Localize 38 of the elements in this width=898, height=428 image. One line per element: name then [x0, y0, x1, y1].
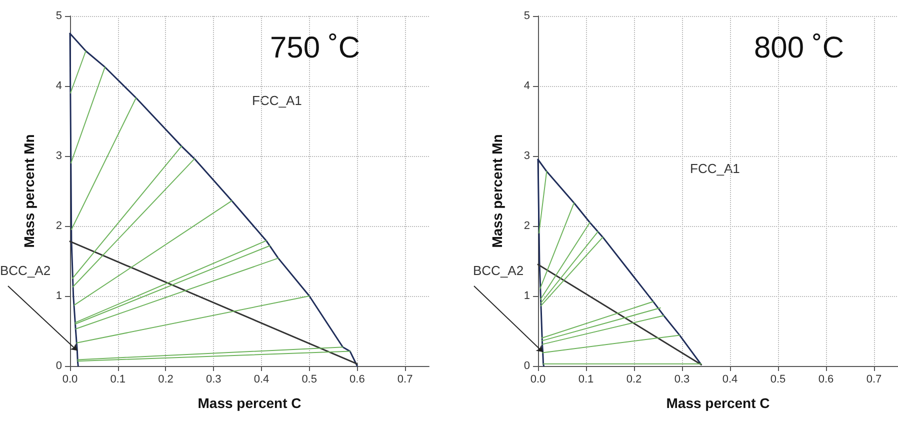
y-tick-label: 5	[56, 10, 62, 22]
y-axis-title: Mass percent Mn	[489, 134, 505, 248]
x-axis-title: Mass percent C	[198, 395, 302, 411]
x-tick-label: 0.3	[206, 374, 222, 386]
x-tick-label: 0.4	[254, 374, 270, 386]
x-tick-label: 0.2	[158, 374, 174, 386]
x-tick-label: 0.7	[397, 374, 413, 386]
y-tick-label: 3	[524, 150, 530, 162]
y-tick-label: 1	[56, 290, 62, 302]
x-tick-label: 0.1	[578, 374, 594, 386]
x-tick-label: 0.0	[530, 374, 546, 386]
annotation: FCC_A1	[690, 161, 740, 176]
x-tick-label: 0.7	[866, 374, 882, 386]
annotation: FCC_A1	[252, 93, 302, 108]
y-tick-label: 2	[524, 220, 530, 232]
x-tick-label: 0.6	[350, 374, 365, 386]
y-tick-label: 0	[56, 360, 62, 372]
x-tick-label: 0.1	[110, 374, 126, 386]
x-axis-title: Mass percent C	[666, 395, 770, 411]
y-tick-label: 4	[524, 80, 530, 92]
text: 750 ˚C	[270, 32, 360, 64]
x-tick-label: 0.0	[62, 374, 78, 386]
annotation: BCC_A2	[473, 263, 524, 278]
x-tick-label: 0.6	[818, 374, 834, 386]
y-tick-label: 2	[56, 220, 62, 232]
x-tick-label: 0.4	[722, 374, 738, 386]
x-tick-label: 0.5	[770, 374, 786, 386]
y-tick-label: 1	[524, 290, 530, 302]
x-tick-label: 0.3	[674, 374, 690, 386]
annotation: BCC_A2	[0, 263, 51, 278]
y-axis-title: Mass percent Mn	[21, 134, 37, 248]
text: 800 ˚C	[754, 32, 844, 64]
y-tick-label: 4	[56, 80, 62, 92]
y-tick-label: 3	[56, 150, 62, 162]
y-tick-label: 5	[524, 10, 530, 22]
x-tick-label: 0.5	[302, 374, 317, 386]
y-tick-label: 0	[524, 360, 530, 372]
x-tick-label: 0.2	[626, 374, 642, 386]
